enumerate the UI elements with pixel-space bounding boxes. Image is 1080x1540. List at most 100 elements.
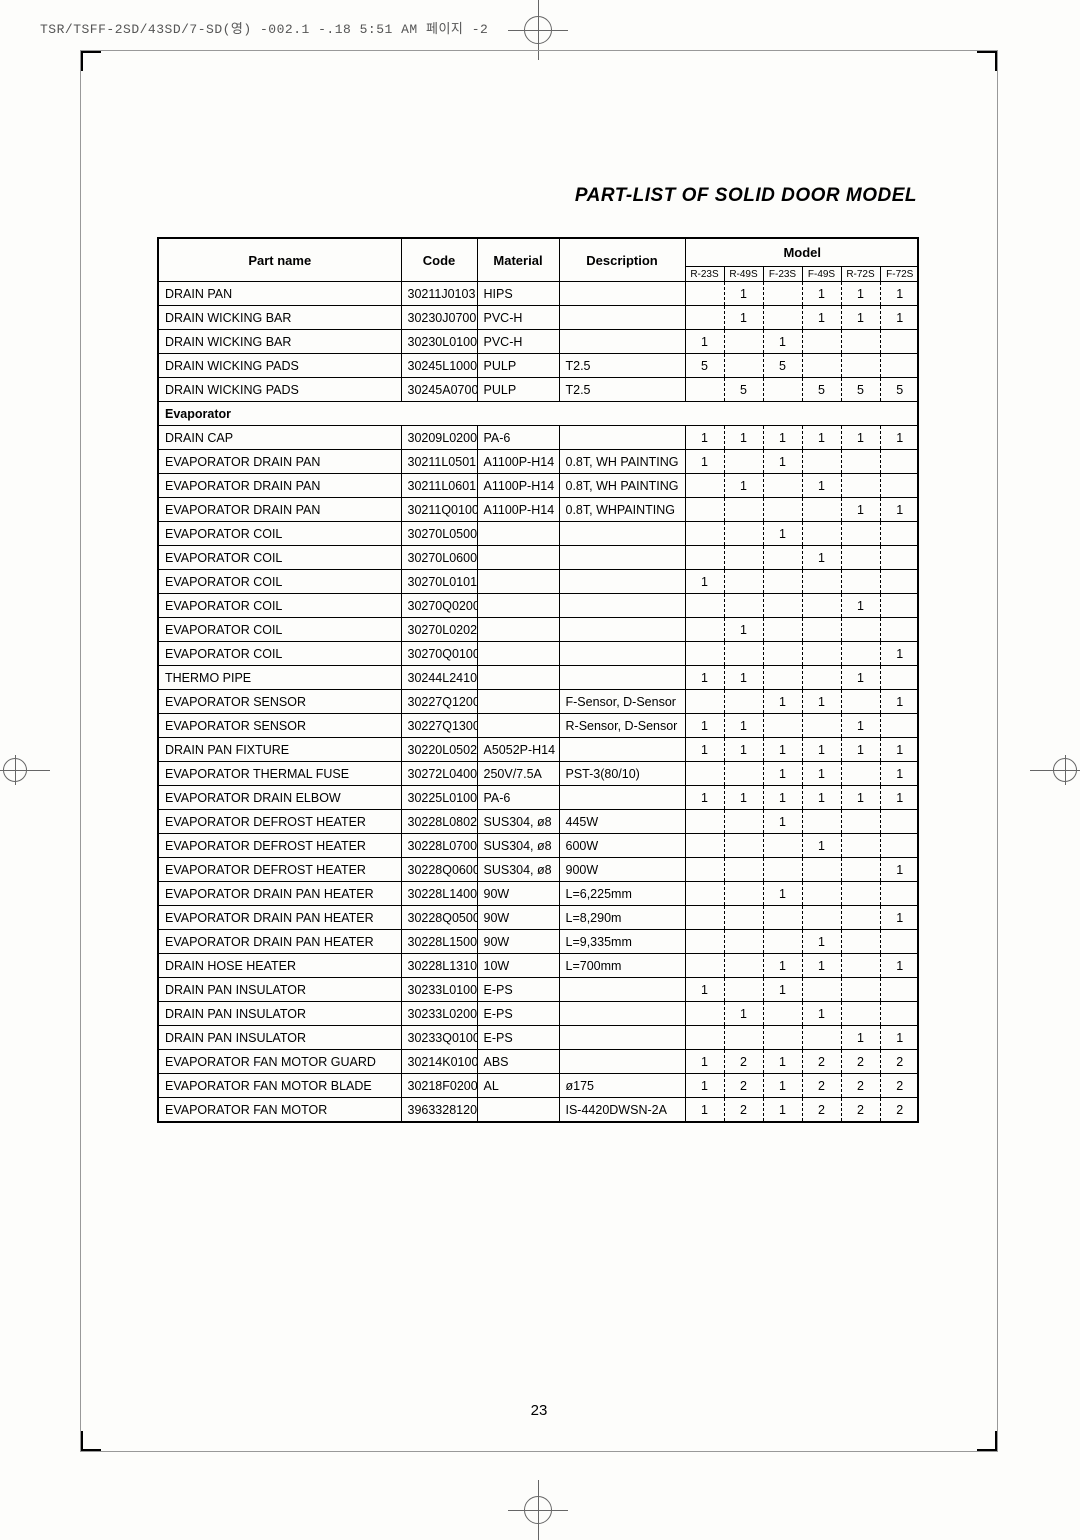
cell-code: 30228L1500 <box>401 930 477 954</box>
cell-material: PVC-H <box>477 330 559 354</box>
cell-model-qty <box>685 306 724 330</box>
cell-model-qty: 1 <box>802 282 841 306</box>
cell-model-qty <box>685 858 724 882</box>
cell-model-qty: 1 <box>802 1002 841 1026</box>
cell-code: 30272L0400 <box>401 762 477 786</box>
table-row: EVAPORATOR FAN MOTOR3963328120IS-4420DWS… <box>159 1098 919 1122</box>
cell-model-qty: 2 <box>880 1098 919 1122</box>
cell-material: A5052P-H14 <box>477 738 559 762</box>
cell-model-qty: 2 <box>841 1050 880 1074</box>
cell-material: PA-6 <box>477 426 559 450</box>
cell-description: 0.8T, WH PAINTING <box>559 450 685 474</box>
cell-model-qty <box>841 930 880 954</box>
cell-code: 30233L0200 <box>401 1002 477 1026</box>
cell-model-qty: 1 <box>802 834 841 858</box>
cell-model-qty <box>763 282 802 306</box>
cell-model-qty: 1 <box>880 906 919 930</box>
cell-model-qty: 1 <box>841 426 880 450</box>
cell-model-qty <box>880 810 919 834</box>
cell-model-qty: 1 <box>763 522 802 546</box>
cell-model-qty <box>724 330 763 354</box>
cell-model-qty <box>763 594 802 618</box>
cell-code: 30227Q1200 <box>401 690 477 714</box>
cell-model-qty <box>880 834 919 858</box>
cell-part: EVAPORATOR DRAIN PAN HEATER <box>159 906 401 930</box>
cell-model-qty: 1 <box>880 858 919 882</box>
cell-description: L=9,335mm <box>559 930 685 954</box>
cell-model-qty <box>724 690 763 714</box>
cell-material: SUS304, ø8 <box>477 858 559 882</box>
cell-model-qty: 5 <box>802 378 841 402</box>
table-row: DRAIN WICKING BAR30230L0100PVC-H11 <box>159 330 919 354</box>
cell-part: EVAPORATOR FAN MOTOR BLADE <box>159 1074 401 1098</box>
cell-material: 90W <box>477 906 559 930</box>
cell-model-qty: 1 <box>724 738 763 762</box>
cell-model-qty <box>880 714 919 738</box>
cell-description: L=6,225mm <box>559 882 685 906</box>
cell-description <box>559 738 685 762</box>
cell-part: EVAPORATOR DEFROST HEATER <box>159 810 401 834</box>
cell-material: A1100P-H14 <box>477 498 559 522</box>
cell-model-qty: 1 <box>685 450 724 474</box>
cell-model-qty <box>802 618 841 642</box>
cell-description <box>559 330 685 354</box>
model-sub: R-49S <box>724 267 763 282</box>
page-number: 23 <box>81 1402 997 1419</box>
table-row: EVAPORATOR FAN MOTOR GUARD30214K0100ABS1… <box>159 1050 919 1074</box>
cell-model-qty <box>724 594 763 618</box>
cell-material: E-PS <box>477 978 559 1002</box>
cell-part: DRAIN PAN INSULATOR <box>159 978 401 1002</box>
cell-material <box>477 522 559 546</box>
cell-part: EVAPORATOR DRAIN PAN <box>159 498 401 522</box>
cell-model-qty: 1 <box>685 738 724 762</box>
cell-description <box>559 570 685 594</box>
cell-model-qty: 1 <box>685 1074 724 1098</box>
cell-model-qty <box>841 330 880 354</box>
cell-model-qty <box>880 882 919 906</box>
cell-model-qty: 2 <box>841 1074 880 1098</box>
cell-material: E-PS <box>477 1002 559 1026</box>
cell-part: EVAPORATOR COIL <box>159 522 401 546</box>
crop-mark <box>977 1431 997 1451</box>
cell-model-qty <box>724 810 763 834</box>
page-title: PART-LIST OF SOLID DOOR MODEL <box>157 185 919 207</box>
cell-model-qty: 5 <box>841 378 880 402</box>
cell-description <box>559 1002 685 1026</box>
cell-part: EVAPORATOR DRAIN PAN <box>159 474 401 498</box>
cell-model-qty: 2 <box>724 1074 763 1098</box>
cell-material: PULP <box>477 378 559 402</box>
cell-description <box>559 1050 685 1074</box>
cell-model-qty <box>685 642 724 666</box>
cell-model-qty: 1 <box>841 714 880 738</box>
cell-model-qty <box>841 978 880 1002</box>
table-row: EVAPORATOR DEFROST HEATER30228L0700SUS30… <box>159 834 919 858</box>
cell-model-qty: 1 <box>841 498 880 522</box>
cell-code: 30211J0103 <box>401 282 477 306</box>
table-row: DRAIN PAN30211J0103HIPS1111 <box>159 282 919 306</box>
crop-mark <box>81 51 101 71</box>
cell-material: ABS <box>477 1050 559 1074</box>
cell-model-qty <box>880 474 919 498</box>
cell-model-qty <box>880 1002 919 1026</box>
cell-part: EVAPORATOR COIL <box>159 618 401 642</box>
cell-part: EVAPORATOR COIL <box>159 570 401 594</box>
table-row: EVAPORATOR SENSOR30227Q1200F-Sensor, D-S… <box>159 690 919 714</box>
cell-code: 30228Q0500 <box>401 906 477 930</box>
cell-model-qty <box>802 978 841 1002</box>
cell-description <box>559 978 685 1002</box>
model-sub: F-72S <box>880 267 919 282</box>
cell-model-qty <box>685 378 724 402</box>
cell-model-qty <box>685 690 724 714</box>
cell-model-qty <box>724 858 763 882</box>
cell-description <box>559 666 685 690</box>
cell-description: 600W <box>559 834 685 858</box>
cell-code: 30270L0600 <box>401 546 477 570</box>
cell-model-qty: 1 <box>685 1050 724 1074</box>
table-row: EVAPORATOR DRAIN PAN HEATER30228L150090W… <box>159 930 919 954</box>
cell-code: 3963328120 <box>401 1098 477 1122</box>
cell-model-qty: 1 <box>763 426 802 450</box>
cell-material: SUS304, ø8 <box>477 834 559 858</box>
cell-code: 30218F0200 <box>401 1074 477 1098</box>
cell-description: IS-4420DWSN-2A <box>559 1098 685 1122</box>
cell-model-qty: 1 <box>724 426 763 450</box>
